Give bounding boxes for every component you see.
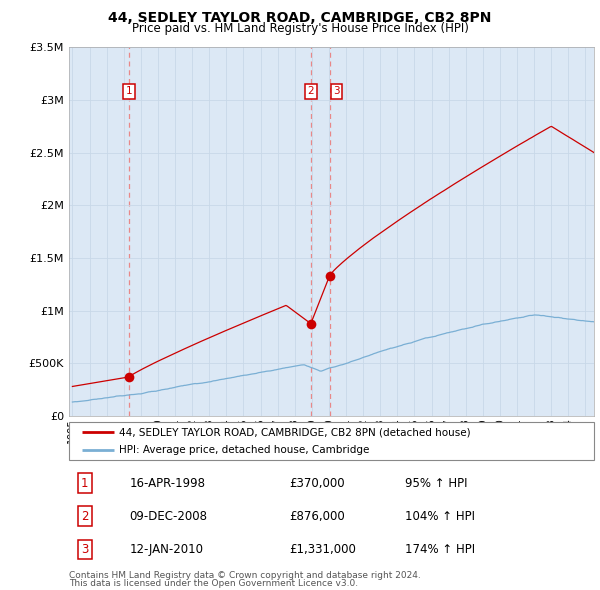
FancyBboxPatch shape <box>69 422 594 460</box>
Text: 1: 1 <box>125 87 132 96</box>
Text: 3: 3 <box>81 543 88 556</box>
Text: 2: 2 <box>81 510 89 523</box>
Text: Price paid vs. HM Land Registry's House Price Index (HPI): Price paid vs. HM Land Registry's House … <box>131 22 469 35</box>
Text: 104% ↑ HPI: 104% ↑ HPI <box>405 510 475 523</box>
Text: This data is licensed under the Open Government Licence v3.0.: This data is licensed under the Open Gov… <box>69 579 358 588</box>
Text: 44, SEDLEY TAYLOR ROAD, CAMBRIDGE, CB2 8PN (detached house): 44, SEDLEY TAYLOR ROAD, CAMBRIDGE, CB2 8… <box>119 427 470 437</box>
Text: 12-JAN-2010: 12-JAN-2010 <box>130 543 203 556</box>
Text: 3: 3 <box>333 87 340 96</box>
Text: £370,000: £370,000 <box>290 477 345 490</box>
Text: 95% ↑ HPI: 95% ↑ HPI <box>405 477 467 490</box>
Text: 1: 1 <box>81 477 89 490</box>
Text: 174% ↑ HPI: 174% ↑ HPI <box>405 543 475 556</box>
Text: Contains HM Land Registry data © Crown copyright and database right 2024.: Contains HM Land Registry data © Crown c… <box>69 571 421 580</box>
Text: 09-DEC-2008: 09-DEC-2008 <box>130 510 208 523</box>
Text: 2: 2 <box>307 87 314 96</box>
Text: £876,000: £876,000 <box>290 510 345 523</box>
Text: 16-APR-1998: 16-APR-1998 <box>130 477 205 490</box>
Text: HPI: Average price, detached house, Cambridge: HPI: Average price, detached house, Camb… <box>119 445 369 455</box>
Text: 44, SEDLEY TAYLOR ROAD, CAMBRIDGE, CB2 8PN: 44, SEDLEY TAYLOR ROAD, CAMBRIDGE, CB2 8… <box>109 11 491 25</box>
Text: £1,331,000: £1,331,000 <box>290 543 356 556</box>
